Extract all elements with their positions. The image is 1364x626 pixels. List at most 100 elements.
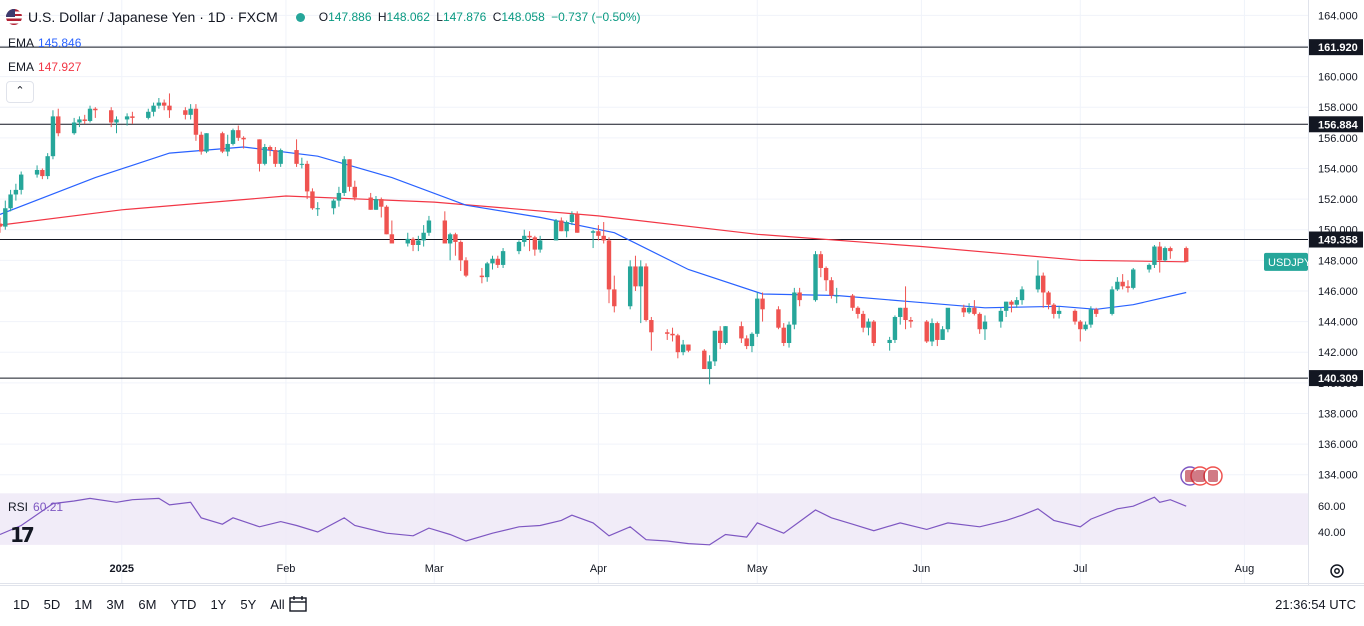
candle[interactable] bbox=[294, 139, 299, 167]
range-3m-button[interactable]: 3M bbox=[106, 597, 125, 612]
candle[interactable] bbox=[638, 260, 643, 324]
candle[interactable] bbox=[776, 306, 781, 330]
candle[interactable] bbox=[680, 339, 686, 356]
candle[interactable] bbox=[929, 318, 935, 347]
candle[interactable] bbox=[384, 205, 389, 235]
candle[interactable] bbox=[940, 326, 945, 340]
candle[interactable] bbox=[1078, 320, 1083, 342]
candle[interactable] bbox=[887, 336, 892, 351]
candle[interactable] bbox=[0, 217, 3, 233]
ema-fast-legend[interactable]: EMA 145.846 bbox=[8, 36, 81, 50]
candle[interactable] bbox=[892, 315, 898, 343]
candle[interactable] bbox=[717, 326, 723, 350]
candle[interactable] bbox=[484, 261, 490, 282]
candle[interactable] bbox=[342, 156, 347, 196]
range-all-button[interactable]: All bbox=[270, 597, 285, 612]
candle[interactable] bbox=[1146, 263, 1152, 273]
candle[interactable] bbox=[336, 186, 342, 207]
candle[interactable] bbox=[818, 251, 824, 278]
candle[interactable] bbox=[1168, 246, 1173, 259]
candle[interactable] bbox=[299, 157, 305, 169]
candle[interactable] bbox=[1003, 301, 1009, 317]
candle[interactable] bbox=[1162, 246, 1168, 262]
candle[interactable] bbox=[834, 287, 839, 304]
candle[interactable] bbox=[50, 110, 56, 160]
candle[interactable] bbox=[596, 225, 601, 241]
candle[interactable] bbox=[755, 292, 760, 337]
candle[interactable] bbox=[739, 321, 744, 343]
candle[interactable] bbox=[93, 107, 98, 118]
candle[interactable] bbox=[426, 215, 432, 236]
symbol-tag[interactable] bbox=[1264, 252, 1308, 271]
candle[interactable] bbox=[1115, 277, 1120, 291]
level-price-tag[interactable] bbox=[1309, 116, 1363, 133]
candle[interactable] bbox=[553, 218, 559, 241]
candle[interactable] bbox=[495, 255, 500, 268]
candle[interactable] bbox=[945, 307, 951, 333]
candle[interactable] bbox=[114, 116, 119, 134]
candle[interactable] bbox=[188, 104, 193, 120]
candle[interactable] bbox=[82, 114, 87, 125]
candle[interactable] bbox=[1184, 246, 1189, 262]
candle[interactable] bbox=[1109, 286, 1115, 316]
range-1m-button[interactable]: 1M bbox=[74, 597, 93, 612]
candle[interactable] bbox=[241, 136, 246, 149]
candle[interactable] bbox=[860, 310, 866, 333]
level-price-tag[interactable] bbox=[1309, 39, 1363, 56]
candle[interactable] bbox=[77, 116, 82, 128]
candle[interactable] bbox=[421, 225, 426, 247]
candle[interactable] bbox=[167, 93, 172, 118]
candle[interactable] bbox=[675, 333, 681, 359]
candle[interactable] bbox=[225, 134, 230, 157]
candle[interactable] bbox=[442, 211, 448, 244]
candle[interactable] bbox=[87, 105, 93, 123]
candle[interactable] bbox=[559, 217, 564, 232]
candle[interactable] bbox=[34, 165, 40, 178]
candle[interactable] bbox=[871, 320, 876, 347]
candle[interactable] bbox=[749, 332, 755, 353]
candle[interactable] bbox=[405, 232, 410, 247]
candle[interactable] bbox=[627, 260, 633, 310]
range-5y-button[interactable]: 5Y bbox=[240, 597, 257, 612]
candle[interactable] bbox=[204, 133, 209, 154]
candle[interactable] bbox=[1088, 306, 1094, 328]
candle[interactable] bbox=[1019, 286, 1025, 305]
candle[interactable] bbox=[458, 240, 463, 272]
candle[interactable] bbox=[347, 159, 352, 192]
candle[interactable] bbox=[500, 248, 506, 268]
candle[interactable] bbox=[352, 180, 358, 201]
candle[interactable] bbox=[564, 220, 569, 238]
candle[interactable] bbox=[606, 237, 612, 304]
candle[interactable] bbox=[1051, 303, 1057, 319]
candle[interactable] bbox=[781, 323, 786, 347]
candle[interactable] bbox=[236, 125, 241, 141]
rsi-line[interactable] bbox=[0, 496, 1187, 546]
level-price-tag[interactable] bbox=[1309, 370, 1363, 387]
candle[interactable] bbox=[532, 235, 538, 256]
ema-slow-path[interactable] bbox=[0, 195, 1187, 263]
candle[interactable] bbox=[379, 197, 384, 218]
candle[interactable] bbox=[823, 266, 829, 291]
candle[interactable] bbox=[1125, 280, 1131, 293]
candle[interactable] bbox=[569, 211, 575, 226]
candle[interactable] bbox=[723, 326, 728, 345]
chart-canvas[interactable]: 164.000162.000160.000158.000156.000154.0… bbox=[0, 0, 1364, 585]
candle[interactable] bbox=[1083, 321, 1088, 331]
candle[interactable] bbox=[40, 168, 45, 180]
candle[interactable] bbox=[1046, 290, 1051, 310]
candle[interactable] bbox=[479, 267, 485, 284]
calendar-icon[interactable] bbox=[288, 595, 308, 613]
candle[interactable] bbox=[612, 275, 617, 313]
settings-gear-icon[interactable] bbox=[1328, 562, 1346, 580]
candle[interactable] bbox=[463, 257, 469, 278]
candle[interactable] bbox=[193, 104, 199, 141]
candle[interactable] bbox=[161, 99, 167, 111]
candle[interactable] bbox=[447, 232, 453, 261]
level-price-tag[interactable] bbox=[1309, 231, 1363, 248]
candle[interactable] bbox=[18, 171, 24, 195]
candle[interactable] bbox=[304, 160, 310, 200]
candle[interactable] bbox=[278, 148, 283, 167]
candle[interactable] bbox=[156, 98, 162, 109]
candle[interactable] bbox=[908, 316, 914, 328]
candle[interactable] bbox=[935, 321, 940, 347]
